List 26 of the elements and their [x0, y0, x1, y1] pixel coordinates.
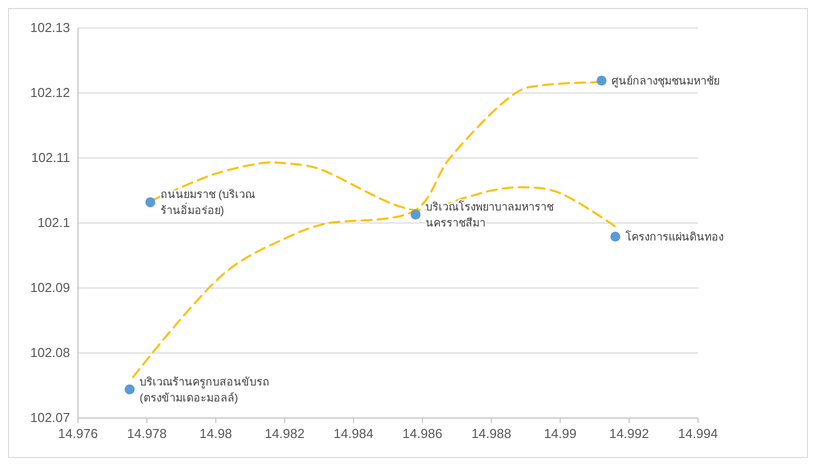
x-tick-label: 14.99 [544, 426, 576, 441]
point [124, 384, 135, 394]
x-tick-label: 14.978 [127, 426, 167, 441]
point [596, 76, 607, 86]
x-tick-label: 14.976 [58, 426, 98, 441]
y-tick-label: 102.12 [30, 85, 70, 100]
x-tick-label: 14.984 [334, 426, 374, 441]
x-tick-label: 14.994 [678, 426, 718, 441]
y-tick-label: 102.13 [30, 20, 70, 35]
point [145, 197, 156, 208]
y-tick-label: 102.08 [30, 345, 70, 360]
x-tick-label: 14.986 [402, 426, 442, 441]
x-tick-label: 14.988 [471, 426, 512, 441]
y-tick-label: 102.1 [37, 215, 70, 230]
x-tick-label: 14.98 [200, 426, 232, 441]
annotation: โครงการแผ่นดินทอง [625, 230, 724, 244]
annotation: ศูนย์กลางชุมชนมหาชัย [612, 74, 720, 88]
x-tick-label: 14.992 [609, 426, 649, 441]
annotation: ถนนยมราช (บริเวณ ร้านอิ่มอร่อย) [160, 189, 256, 218]
x-tick-label: 14.982 [264, 426, 305, 441]
y-tick-label: 102.09 [30, 280, 70, 295]
y-tick-label: 102.11 [31, 150, 70, 165]
point [610, 232, 620, 242]
point [410, 210, 421, 220]
y-tick-label: 102.07 [30, 410, 70, 425]
annotation: บริเวณร้านครูกบสอนขับรถ (ตรงข้ามเดอะมอลล์) [140, 376, 270, 404]
